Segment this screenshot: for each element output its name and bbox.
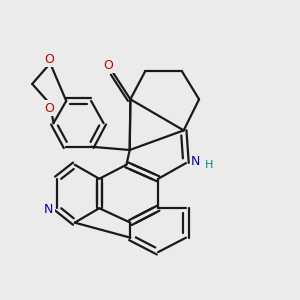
Text: O: O: [44, 53, 54, 66]
Text: N: N: [191, 154, 200, 168]
Text: O: O: [103, 59, 113, 72]
Text: O: O: [44, 102, 54, 115]
Text: N: N: [44, 203, 54, 216]
Text: H: H: [206, 160, 214, 170]
